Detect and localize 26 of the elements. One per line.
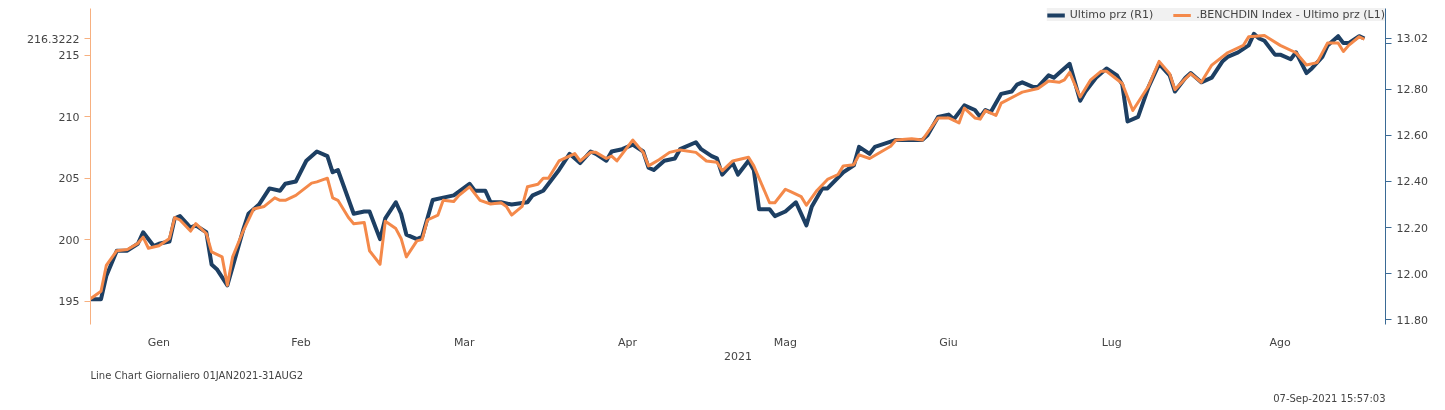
y-tick-label: 215 bbox=[58, 49, 80, 63]
y2-tick-label: 12.40 bbox=[1396, 175, 1428, 189]
y2-tick-label: 12.00 bbox=[1396, 267, 1428, 281]
text: 07-Sep-2021 15:57:03 bbox=[1273, 392, 1386, 404]
y2-tick-label: 12.60 bbox=[1396, 129, 1428, 143]
x-tick-label: Feb bbox=[291, 335, 311, 349]
x-tick-label: Giu bbox=[939, 335, 958, 349]
x-tick-label: Mag bbox=[773, 335, 797, 349]
y2-tick-label: 12.80 bbox=[1396, 83, 1428, 97]
y2-tick-label: 12.20 bbox=[1396, 221, 1428, 235]
y-tick-label: 216.3222 bbox=[27, 32, 80, 46]
x-tick-label: Lug bbox=[1101, 335, 1122, 349]
legend-label: Ultimo prz (R1) bbox=[1069, 8, 1154, 21]
x-tick-label: Apr bbox=[617, 335, 638, 349]
x-tick-label: Mar bbox=[453, 335, 476, 349]
y2-tick-label: 13.02 bbox=[1396, 32, 1428, 46]
text: Line Chart Giornaliero 01JAN2021-31AUG2 bbox=[90, 369, 303, 381]
y-tick-label: 195 bbox=[58, 295, 80, 309]
x-axis-title: 2021 bbox=[724, 349, 752, 363]
x-tick-label: Gen bbox=[147, 335, 171, 349]
y-tick-label: 210 bbox=[58, 110, 80, 124]
y-tick-label: 200 bbox=[58, 233, 80, 247]
legend-label: .BENCHDIN Index - Ultimo prz (L1) bbox=[1196, 8, 1385, 21]
y2-tick-label: 11.80 bbox=[1396, 313, 1428, 327]
y-tick-label: 205 bbox=[58, 172, 80, 186]
x-tick-label: Ago bbox=[1269, 335, 1292, 349]
